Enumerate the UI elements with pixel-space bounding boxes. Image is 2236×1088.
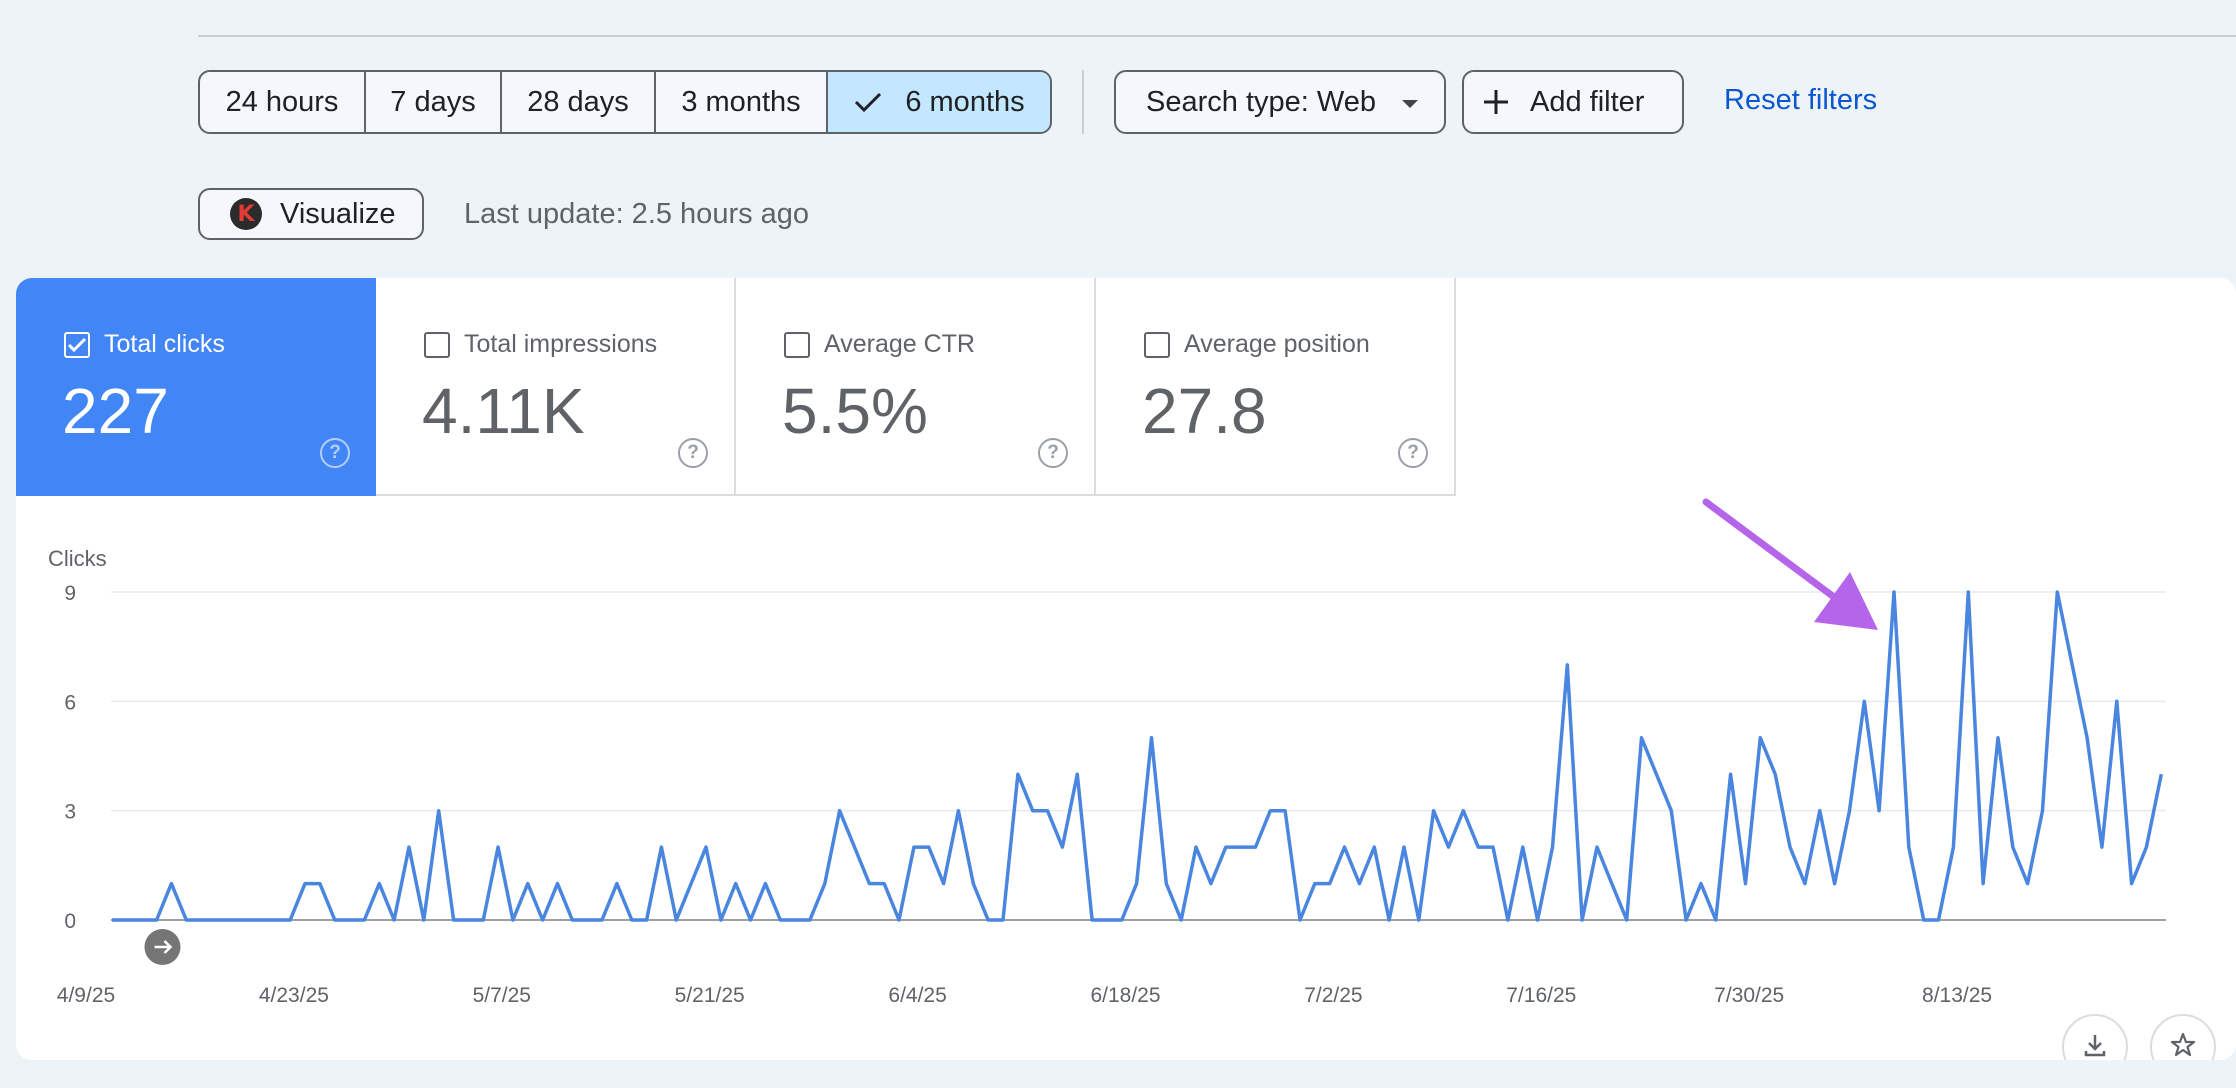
- date-range-label: 6 months: [905, 85, 1025, 118]
- metric-value: 4.11K: [422, 375, 585, 447]
- last-update-text: Last update: 2.5 hours ago: [464, 198, 810, 230]
- help-icon[interactable]: ?: [1398, 438, 1428, 468]
- date-range-label: 24 hours: [225, 85, 339, 118]
- metric-total-clicks[interactable]: Total clicks 227 ?: [16, 278, 376, 496]
- visualize-logo-icon: K: [230, 198, 262, 230]
- checkbox-unchecked-icon[interactable]: [424, 331, 450, 358]
- caret-down-icon: [1402, 100, 1418, 108]
- metric-value: 27.8: [1142, 375, 1267, 447]
- metric-average-position[interactable]: Average position 27.8 ?: [1096, 278, 1456, 496]
- performance-card: Total clicks 227 ? Total impressions 4.1…: [16, 278, 2236, 1060]
- x-tick-label: 4/23/25: [259, 984, 329, 1007]
- x-tick-label: 6/4/25: [888, 984, 946, 1007]
- help-icon[interactable]: ?: [320, 438, 350, 468]
- add-filter-label: Add filter: [1530, 85, 1645, 118]
- metric-total-impressions[interactable]: Total impressions 4.11K ?: [376, 278, 736, 496]
- annotation-arrow: [1702, 498, 1878, 630]
- date-range-label: 3 months: [681, 85, 801, 118]
- check-icon: [853, 90, 883, 114]
- visualize-label: Visualize: [280, 197, 396, 230]
- metric-label-row: Average position: [1144, 330, 1370, 359]
- toolbar-separator: [1082, 70, 1084, 134]
- scroll-marker[interactable]: [144, 929, 181, 965]
- metric-label-row: Average CTR: [784, 330, 975, 359]
- checkbox-checked-icon[interactable]: [64, 331, 90, 358]
- clicks-line-chart: Clicks 0 3 6 9 4/9/25 4/23/25 5/7/25 5/21/25 6/…: [48, 498, 2166, 1007]
- download-button[interactable]: [2062, 1014, 2128, 1060]
- search-type-dropdown[interactable]: Search type: Web: [1114, 70, 1446, 134]
- x-tick-label: 4/9/25: [57, 984, 115, 1007]
- y-axis-label: Clicks: [48, 546, 107, 571]
- metric-value: 227: [62, 375, 169, 447]
- checkbox-unchecked-icon[interactable]: [1144, 331, 1170, 358]
- metric-label: Average CTR: [824, 330, 975, 358]
- date-range-7-days[interactable]: 7 days: [366, 72, 502, 132]
- star-icon: [2169, 1031, 2197, 1061]
- y-tick-label: 3: [64, 801, 76, 824]
- series-line-clicks: [112, 590, 2164, 922]
- download-icon: [2081, 1031, 2109, 1061]
- visualize-button[interactable]: K Visualize: [198, 188, 424, 240]
- search-type-label: Search type: Web: [1146, 85, 1376, 118]
- x-tick-label: 6/18/25: [1090, 984, 1160, 1007]
- metric-label: Average position: [1184, 330, 1370, 358]
- date-range-selector: 24 hours 7 days 28 days 3 months 6 month…: [198, 70, 1052, 134]
- checkbox-unchecked-icon[interactable]: [784, 331, 810, 358]
- metric-label-row: Total clicks: [64, 330, 225, 359]
- date-range-24-hours[interactable]: 24 hours: [200, 72, 366, 132]
- y-tick-label: 0: [64, 910, 76, 933]
- plus-icon: [1482, 88, 1510, 116]
- y-tick-label: 6: [64, 691, 76, 714]
- reset-filters-link[interactable]: Reset filters: [1724, 84, 1878, 116]
- help-icon[interactable]: ?: [678, 438, 708, 468]
- date-range-28-days[interactable]: 28 days: [502, 72, 656, 132]
- x-tick-label: 8/13/25: [1922, 984, 1992, 1007]
- date-range-6-months[interactable]: 6 months: [828, 72, 1050, 132]
- metric-average-ctr[interactable]: Average CTR 5.5% ?: [736, 278, 1096, 496]
- metric-label: Total clicks: [104, 330, 225, 358]
- date-range-3-months[interactable]: 3 months: [656, 72, 828, 132]
- help-icon[interactable]: ?: [1038, 438, 1068, 468]
- x-tick-label: 7/2/25: [1304, 984, 1362, 1007]
- x-tick-label: 7/30/25: [1714, 984, 1784, 1007]
- top-divider: [198, 35, 2236, 37]
- date-range-label: 7 days: [390, 85, 476, 118]
- x-tick-label: 5/21/25: [675, 984, 745, 1007]
- x-tick-label: 5/7/25: [473, 984, 531, 1007]
- metric-value: 5.5%: [782, 375, 928, 447]
- metric-label: Total impressions: [464, 330, 658, 358]
- add-filter-button[interactable]: Add filter: [1462, 70, 1684, 134]
- metric-label-row: Total impressions: [424, 330, 657, 359]
- date-range-label: 28 days: [527, 85, 629, 118]
- x-tick-label: 7/16/25: [1506, 984, 1576, 1007]
- y-tick-label: 9: [64, 582, 76, 605]
